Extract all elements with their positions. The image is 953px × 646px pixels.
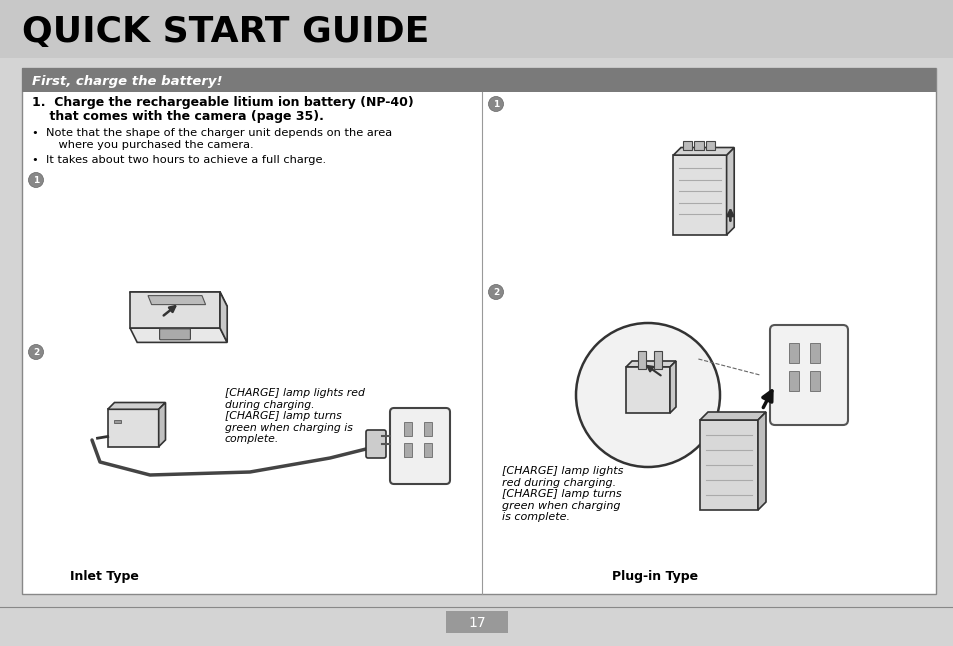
Text: First, charge the battery!: First, charge the battery! [32, 74, 222, 87]
Polygon shape [625, 361, 676, 367]
Text: 1.  Charge the rechargeable litium ion battery (NP-40): 1. Charge the rechargeable litium ion ba… [32, 96, 414, 109]
FancyBboxPatch shape [423, 422, 432, 436]
FancyBboxPatch shape [638, 351, 645, 369]
Text: 1: 1 [493, 100, 498, 109]
Circle shape [576, 323, 720, 467]
Polygon shape [108, 410, 158, 446]
FancyBboxPatch shape [390, 408, 450, 484]
Text: Inlet Type: Inlet Type [70, 570, 139, 583]
Polygon shape [673, 155, 726, 235]
Polygon shape [625, 367, 669, 413]
Text: 17: 17 [468, 616, 485, 630]
Circle shape [488, 284, 503, 300]
FancyBboxPatch shape [654, 351, 661, 369]
Text: [CHARGE] lamp lights red
during charging.
[CHARGE] lamp turns
green when chargin: [CHARGE] lamp lights red during charging… [225, 388, 364, 444]
FancyBboxPatch shape [788, 371, 799, 391]
Text: •  It takes about two hours to achieve a full charge.: • It takes about two hours to achieve a … [32, 155, 326, 165]
FancyBboxPatch shape [809, 343, 820, 363]
FancyBboxPatch shape [159, 329, 191, 340]
FancyBboxPatch shape [769, 325, 847, 425]
Polygon shape [130, 292, 220, 328]
Circle shape [29, 344, 44, 360]
FancyBboxPatch shape [403, 443, 412, 457]
FancyBboxPatch shape [446, 611, 507, 633]
Text: where you purchased the camera.: where you purchased the camera. [44, 140, 253, 150]
Polygon shape [673, 147, 734, 155]
Text: 2: 2 [32, 348, 39, 357]
Polygon shape [130, 292, 227, 306]
Text: QUICK START GUIDE: QUICK START GUIDE [22, 15, 429, 49]
FancyBboxPatch shape [0, 0, 953, 58]
FancyBboxPatch shape [366, 430, 386, 458]
Circle shape [29, 172, 44, 187]
FancyBboxPatch shape [403, 422, 412, 436]
Polygon shape [669, 361, 676, 413]
Polygon shape [700, 412, 765, 420]
Text: •  Note that the shape of the charger unit depends on the area: • Note that the shape of the charger uni… [32, 128, 392, 138]
FancyBboxPatch shape [423, 443, 432, 457]
FancyBboxPatch shape [705, 141, 715, 151]
FancyBboxPatch shape [788, 343, 799, 363]
FancyBboxPatch shape [682, 141, 692, 151]
Text: [CHARGE] lamp lights
red during charging.
[CHARGE] lamp turns
green when chargin: [CHARGE] lamp lights red during charging… [501, 466, 622, 523]
FancyBboxPatch shape [114, 419, 121, 423]
Text: that comes with the camera (page 35).: that comes with the camera (page 35). [32, 110, 323, 123]
Polygon shape [108, 402, 165, 410]
Polygon shape [148, 296, 206, 305]
Polygon shape [220, 292, 227, 342]
Polygon shape [158, 402, 165, 446]
Text: 2: 2 [493, 288, 498, 297]
FancyBboxPatch shape [22, 68, 935, 92]
Text: 1: 1 [32, 176, 39, 185]
Polygon shape [726, 147, 734, 235]
Polygon shape [700, 420, 758, 510]
Polygon shape [758, 412, 765, 510]
Polygon shape [130, 328, 227, 342]
Circle shape [488, 96, 503, 112]
FancyBboxPatch shape [809, 371, 820, 391]
Text: Plug-in Type: Plug-in Type [612, 570, 698, 583]
FancyBboxPatch shape [22, 68, 935, 594]
FancyBboxPatch shape [694, 141, 703, 151]
